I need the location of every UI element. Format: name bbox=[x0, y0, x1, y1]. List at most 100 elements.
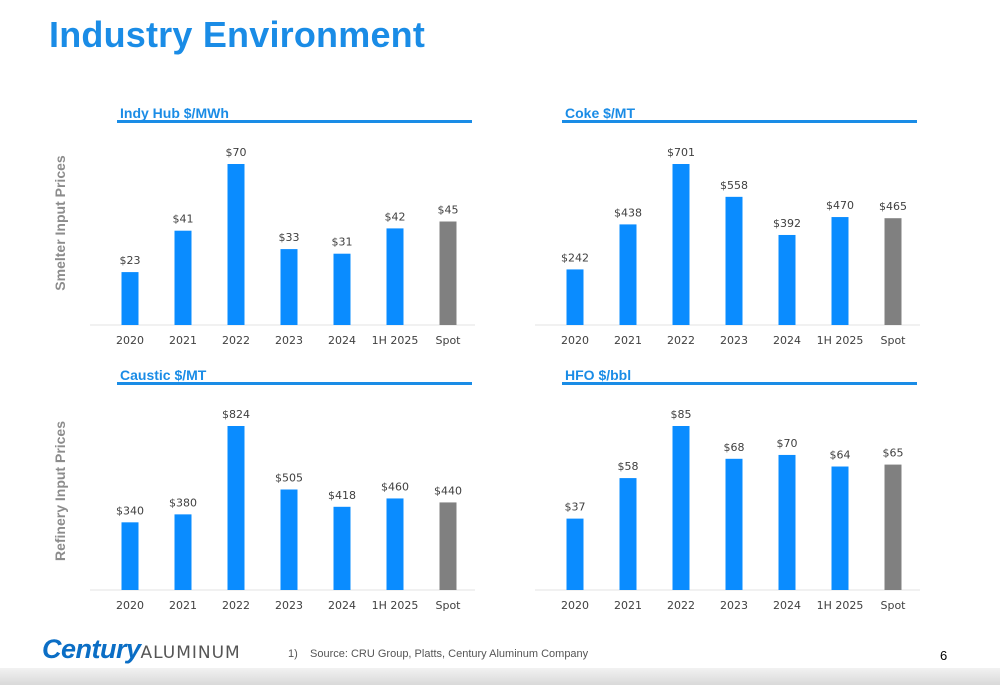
logo-century-text: Century bbox=[42, 634, 141, 664]
century-aluminum-logo: CenturyALUMINUM bbox=[42, 634, 241, 665]
coke-mt-bar-2023 bbox=[725, 196, 743, 325]
caustic-mt-value-label-1h-2025: $460 bbox=[381, 480, 409, 493]
coke-mt-category-label-2024: 2024 bbox=[773, 334, 801, 347]
hfo-bbl-bar-2022 bbox=[672, 426, 690, 590]
logo-aluminum-text: ALUMINUM bbox=[140, 643, 241, 663]
coke-mt-value-label-2022: $701 bbox=[667, 146, 695, 159]
caustic-mt-value-label-2022: $824 bbox=[222, 408, 250, 421]
hfo-bbl-category-label-2020: 2020 bbox=[561, 599, 589, 612]
caustic-mt-bar-2023 bbox=[280, 489, 298, 590]
indy-hub-chart: Indy Hub $/MWh $23 2020 $41 2021 $70 2022 $33 20… bbox=[90, 105, 475, 347]
coke-mt-category-label-2021: 2021 bbox=[614, 334, 642, 347]
caustic-mt-value-label-2024: $418 bbox=[328, 489, 356, 502]
indy-hub-mwh-bar-2024 bbox=[333, 253, 351, 325]
hfo-bbl-bar-2021 bbox=[619, 478, 637, 590]
hfo-bbl-category-label-1h-2025: 1H 2025 bbox=[817, 599, 864, 612]
coke-mt-value-label-2020: $242 bbox=[561, 251, 589, 264]
caustic-mt-category-label-2022: 2022 bbox=[222, 599, 250, 612]
caustic-mt-title-underline bbox=[117, 382, 472, 385]
hfo-bbl-title: HFO $/bbl bbox=[565, 367, 631, 383]
indy-hub-mwh-category-label-2022: 2022 bbox=[222, 334, 250, 347]
indy-hub-mwh-category-label-spot: Spot bbox=[435, 334, 461, 347]
indy-hub-mwh-value-label-1h-2025: $42 bbox=[385, 210, 406, 223]
hfo-bbl-value-label-2020: $37 bbox=[565, 501, 586, 514]
hfo-bbl-category-label-2021: 2021 bbox=[614, 599, 642, 612]
coke-mt-title: Coke $/MT bbox=[565, 105, 635, 121]
caustic-mt-category-label-2023: 2023 bbox=[275, 599, 303, 612]
refinery-input-prices-label: Refinery Input Prices bbox=[52, 420, 68, 562]
indy-hub-mwh-title: Indy Hub $/MWh bbox=[120, 105, 229, 121]
caustic-mt-category-label-2021: 2021 bbox=[169, 599, 197, 612]
caustic-mt-category-label-spot: Spot bbox=[435, 599, 461, 612]
hfo-bbl-value-label-spot: $65 bbox=[883, 447, 904, 460]
indy-hub-mwh-bar-2022 bbox=[227, 164, 245, 325]
hfo-bbl-value-label-1h-2025: $64 bbox=[830, 449, 851, 462]
coke-mt-bar-spot bbox=[884, 218, 902, 325]
coke-mt-value-label-2024: $392 bbox=[773, 217, 801, 230]
indy-hub-mwh-category-label-2024: 2024 bbox=[328, 334, 356, 347]
caustic-mt-bar-2024 bbox=[333, 506, 351, 590]
hfo-bbl-bar-2020 bbox=[566, 518, 584, 590]
hfo-bbl-bar-2023 bbox=[725, 458, 743, 590]
hfo-bbl-category-label-spot: Spot bbox=[880, 599, 906, 612]
coke-mt-category-label-2022: 2022 bbox=[667, 334, 695, 347]
indy-hub-mwh-category-label-2021: 2021 bbox=[169, 334, 197, 347]
caustic-mt-bar-2021 bbox=[174, 514, 192, 590]
coke-mt-bar-2021 bbox=[619, 224, 637, 325]
caustic-mt-category-label-2024: 2024 bbox=[328, 599, 356, 612]
coke-mt-value-label-2023: $558 bbox=[720, 179, 748, 192]
indy-hub-mwh-value-label-2022: $70 bbox=[226, 146, 247, 159]
coke-mt-value-label-2021: $438 bbox=[614, 206, 642, 219]
hfo-bbl-category-label-2023: 2023 bbox=[720, 599, 748, 612]
indy-hub-mwh-value-label-2024: $31 bbox=[332, 236, 353, 249]
hfo-bbl-value-label-2024: $70 bbox=[777, 437, 798, 450]
coke-mt-category-label-1h-2025: 1H 2025 bbox=[817, 334, 864, 347]
hfo-bbl-value-label-2023: $68 bbox=[724, 441, 745, 454]
indy-hub-mwh-value-label-2020: $23 bbox=[120, 254, 141, 267]
coke-mt-category-label-2020: 2020 bbox=[561, 334, 589, 347]
coke-mt-bar-2022 bbox=[672, 164, 690, 325]
caustic-mt-category-label-2020: 2020 bbox=[116, 599, 144, 612]
coke-mt-value-label-spot: $465 bbox=[879, 200, 907, 213]
indy-hub-mwh-value-label-2023: $33 bbox=[279, 231, 300, 244]
caustic-mt-value-label-2023: $505 bbox=[275, 471, 303, 484]
page-number: 6 bbox=[940, 648, 948, 663]
caustic-mt-title: Caustic $/MT bbox=[120, 367, 207, 383]
bottom-band bbox=[0, 668, 1000, 685]
coke-mt-value-label-1h-2025: $470 bbox=[826, 199, 854, 212]
indy-hub-mwh-value-label-spot: $45 bbox=[438, 204, 459, 217]
smelter-input-prices-label: Smelter Input Prices bbox=[52, 155, 68, 291]
page-title: Industry Environment bbox=[49, 14, 426, 55]
hfo-bbl-bar-2024 bbox=[778, 454, 796, 590]
indy-hub-mwh-category-label-2023: 2023 bbox=[275, 334, 303, 347]
coke-mt-category-label-2023: 2023 bbox=[720, 334, 748, 347]
caustic-mt-bar-2022 bbox=[227, 426, 245, 590]
caustic-mt-bar-1h-2025 bbox=[386, 498, 404, 590]
indy-hub-mwh-title-underline bbox=[117, 120, 472, 123]
coke-mt-title-underline bbox=[562, 120, 917, 123]
caustic-mt-category-label-1h-2025: 1H 2025 bbox=[372, 599, 419, 612]
hfo-bbl-bar-spot bbox=[884, 464, 902, 590]
hfo-bbl-value-label-2022: $85 bbox=[671, 408, 692, 421]
caustic-mt-value-label-spot: $440 bbox=[434, 484, 462, 497]
indy-hub-mwh-bar-spot bbox=[439, 221, 457, 325]
hfo-bbl-title-underline bbox=[562, 382, 917, 385]
caustic-chart: Caustic $/MT $340 2020 $380 2021 $824 2022 $505… bbox=[90, 367, 475, 612]
caustic-mt-bar-2020 bbox=[121, 522, 139, 590]
coke-chart: Coke $/MT $242 2020 $438 2021 $701 2022 $558 202… bbox=[535, 105, 920, 347]
indy-hub-mwh-bar-2021 bbox=[174, 230, 192, 325]
coke-mt-bar-2020 bbox=[566, 269, 584, 325]
source-footnote: 1) Source: CRU Group, Platts, Century Al… bbox=[288, 648, 589, 660]
indy-hub-mwh-bar-2020 bbox=[121, 272, 139, 325]
indy-hub-mwh-category-label-2020: 2020 bbox=[116, 334, 144, 347]
hfo-chart: HFO $/bbl $37 2020 $58 2021 $85 2022 $68 2023 $70… bbox=[535, 367, 920, 612]
hfo-bbl-value-label-2021: $58 bbox=[618, 460, 639, 473]
indy-hub-mwh-value-label-2021: $41 bbox=[173, 213, 194, 226]
hfo-bbl-category-label-2024: 2024 bbox=[773, 599, 801, 612]
caustic-mt-bar-spot bbox=[439, 502, 457, 590]
caustic-mt-value-label-2021: $380 bbox=[169, 496, 197, 509]
coke-mt-bar-2024 bbox=[778, 234, 796, 325]
coke-mt-category-label-spot: Spot bbox=[880, 334, 906, 347]
indy-hub-mwh-bar-1h-2025 bbox=[386, 228, 404, 325]
indy-hub-mwh-bar-2023 bbox=[280, 249, 298, 325]
